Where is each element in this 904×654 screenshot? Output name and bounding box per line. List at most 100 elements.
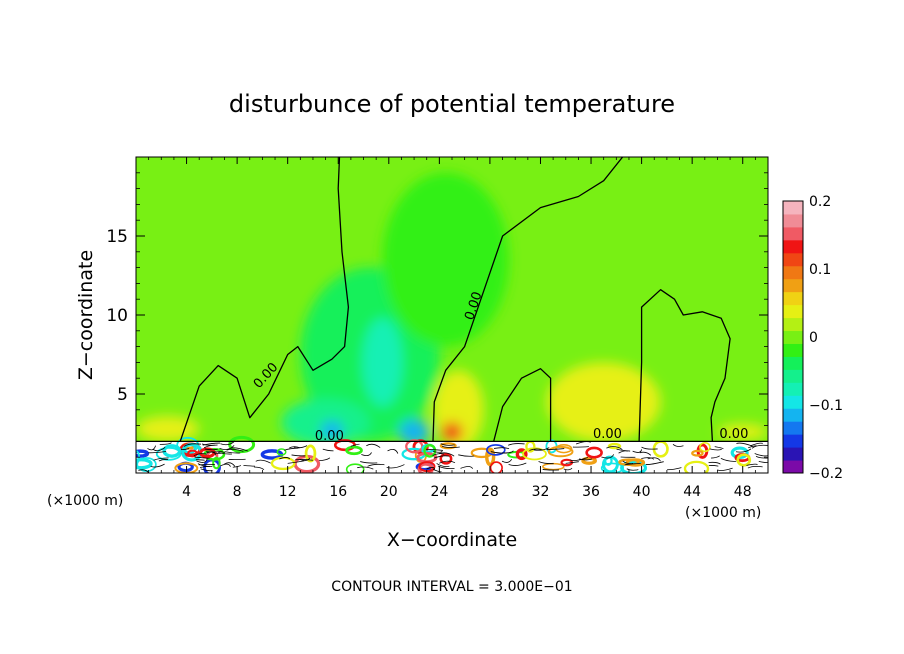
surface-blob (736, 453, 752, 467)
surface-blob (581, 456, 597, 465)
surface-contour-line (502, 450, 514, 454)
colorbar-swatch (783, 356, 803, 370)
contour-interval-note: CONTOUR INTERVAL = 3.000E−01 (331, 579, 572, 595)
surface-contour-line (295, 459, 314, 461)
colorbar-swatch (783, 369, 803, 383)
y-tick-label: 10 (106, 306, 128, 326)
surface-contour-line (708, 461, 721, 465)
surface-blob (136, 449, 150, 458)
surface-contour-line (218, 451, 233, 455)
surface-contour-line (203, 444, 216, 449)
colorbar-tick-label: 0.1 (809, 262, 831, 278)
x-unit-label-left: (×1000 m) (47, 493, 123, 509)
surface-contour-line (198, 463, 215, 466)
field-region (136, 416, 200, 442)
surface-contour-line (529, 448, 543, 451)
surface-contour-line (150, 463, 165, 468)
surface-contour-line (195, 459, 205, 461)
surface-contour-line (206, 451, 216, 456)
surface-contour-line (255, 459, 271, 464)
colorbar-swatch (783, 408, 803, 422)
surface-blob (212, 456, 221, 470)
surface-contour-line (438, 452, 455, 457)
x-axis: 4 8 12 16 20 24 28 32 36 40 44 48 (148, 157, 756, 500)
x-tick-label: 44 (683, 484, 701, 500)
surface-contour-line (647, 457, 661, 462)
x-tick-label: 8 (233, 484, 242, 500)
surface-contour-line (748, 445, 758, 449)
surface-contour-line (299, 457, 311, 462)
surface-contour-line (632, 449, 643, 453)
y-axis: 5 10 15 (106, 172, 768, 458)
surface-contour-line (357, 466, 374, 470)
surface-contour-line (158, 459, 169, 462)
contour-value-label: 0.00 (315, 429, 344, 444)
surface-layer (136, 435, 768, 473)
colorbar-swatch (783, 226, 803, 241)
surface-contour-line (361, 452, 372, 457)
zero-contour-line (432, 157, 624, 442)
colorbar-swatch (783, 343, 803, 357)
surface-contour-line (243, 464, 255, 467)
surface-contour-line (232, 465, 242, 468)
surface-contour-line (711, 455, 720, 459)
surface-contour-line (183, 443, 202, 447)
colorbar-tick-label: −0.1 (809, 398, 843, 414)
surface-contour-line (458, 454, 475, 457)
colorbar-swatch (783, 291, 803, 306)
surface-contour-line (563, 467, 573, 471)
surface-contour-line (639, 451, 652, 456)
colorbar-swatch (783, 382, 803, 396)
surface-contour-line (226, 448, 244, 452)
x-tick-label: 20 (380, 484, 398, 500)
surface-contour-line (508, 462, 527, 466)
surface-contour-line (546, 448, 565, 450)
contour-value-label: 0.00 (719, 427, 748, 442)
field-region (320, 420, 344, 440)
field-regions (136, 172, 768, 450)
field-region (398, 419, 430, 445)
colorbar-tick-label: 0.2 (809, 194, 831, 210)
surface-blob (699, 441, 711, 453)
surface-contour-line (645, 461, 664, 465)
x-tick-label: 28 (481, 484, 499, 500)
surface-blob (489, 461, 503, 473)
surface-blob (187, 449, 198, 458)
surface-contour-line (717, 467, 733, 471)
surface-contour-line (538, 461, 554, 465)
surface-contour-line (211, 451, 226, 455)
y-axis-label: Z−coordinate (75, 250, 97, 380)
surface-contour-line (616, 448, 631, 452)
surface-blob (470, 447, 493, 459)
x-unit-label-right: (×1000 m) (685, 505, 761, 521)
surface-contour-line (746, 463, 758, 466)
surface-contour-line (279, 457, 291, 460)
x-tick-label: 12 (279, 484, 297, 500)
surface-contour-line (720, 458, 737, 462)
colorbar-swatch (783, 278, 803, 293)
surface-blob (555, 444, 573, 454)
surface-contour-line (204, 448, 218, 451)
chart-title: disturbunce of potential temperature (229, 90, 675, 118)
surface-contour-line (350, 443, 360, 447)
y-tick-label: 15 (106, 227, 128, 247)
surface-contour-line (224, 451, 241, 454)
zero-contour-line (638, 289, 731, 442)
surface-blob (515, 448, 528, 461)
surface-blob (585, 446, 603, 459)
surface-contour-line (542, 468, 559, 471)
surface-contour-line (180, 448, 190, 450)
surface-contour-line (622, 460, 634, 465)
surface-contour-line (360, 461, 378, 464)
surface-contour-line (386, 464, 405, 469)
surface-contour-line (426, 467, 435, 470)
colorbar-swatch (783, 395, 803, 409)
surface-contour-line (441, 445, 460, 448)
surface-contour-line (533, 447, 550, 451)
field-region (281, 398, 370, 447)
surface-contour-line (750, 442, 763, 447)
surface-contour-line (624, 463, 641, 466)
colorbar-swatch (783, 460, 803, 474)
surface-contour-line (641, 446, 658, 450)
surface-contour-line (641, 457, 655, 460)
